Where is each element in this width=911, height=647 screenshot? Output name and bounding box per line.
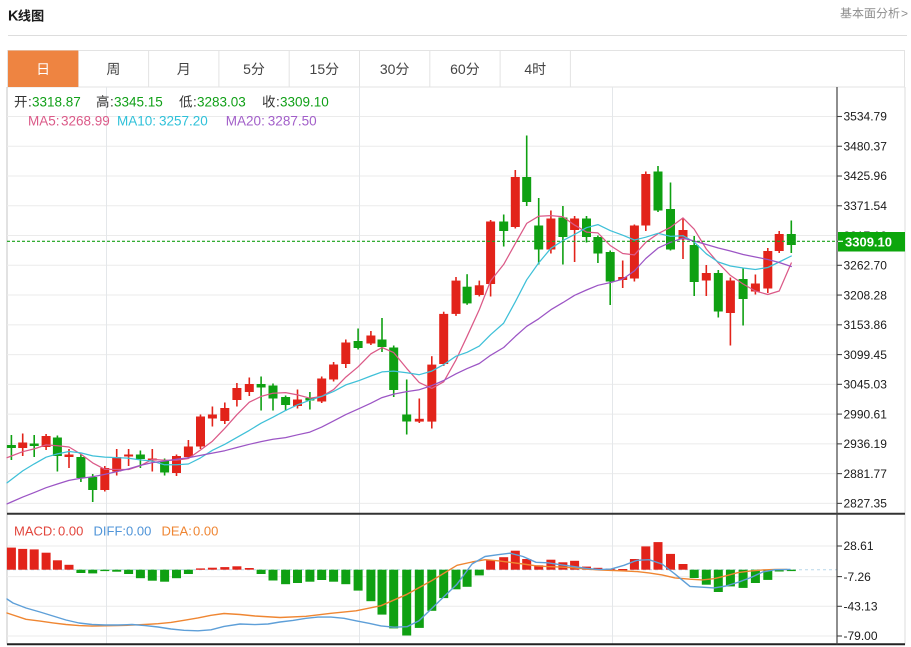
svg-text:MACD:: MACD:: [14, 524, 56, 539]
svg-text::: :: [193, 95, 197, 110]
svg-text:0.00: 0.00: [193, 524, 218, 539]
svg-text:2936.19: 2936.19: [844, 437, 888, 451]
svg-text:30: 30: [380, 61, 396, 77]
svg-text:4: 4: [524, 61, 532, 77]
svg-text:DEA:: DEA:: [162, 524, 192, 539]
svg-text:3208.28: 3208.28: [844, 288, 888, 302]
svg-text:MA10:: MA10:: [117, 114, 156, 129]
svg-text:3099.45: 3099.45: [844, 348, 888, 362]
svg-text:-7.26: -7.26: [844, 570, 872, 584]
svg-text:3283.03: 3283.03: [197, 95, 246, 110]
svg-text:3318.87: 3318.87: [32, 95, 81, 110]
svg-text:3371.54: 3371.54: [844, 199, 888, 213]
svg-text:60: 60: [450, 61, 466, 77]
svg-text::: :: [110, 95, 114, 110]
svg-text:2881.77: 2881.77: [844, 467, 888, 481]
svg-text:2990.61: 2990.61: [844, 407, 888, 421]
svg-text:DIFF:: DIFF:: [94, 524, 127, 539]
svg-text:3153.86: 3153.86: [844, 318, 888, 332]
svg-text:3262.70: 3262.70: [844, 259, 888, 273]
svg-text:3287.50: 3287.50: [268, 114, 317, 129]
svg-text:0.00: 0.00: [126, 524, 151, 539]
svg-text:3480.37: 3480.37: [844, 139, 888, 153]
svg-text:>: >: [901, 7, 908, 21]
svg-text:28.61: 28.61: [844, 539, 874, 553]
svg-text:5: 5: [243, 61, 251, 77]
svg-text:MA5:: MA5:: [28, 114, 60, 129]
svg-text:3534.79: 3534.79: [844, 110, 888, 124]
svg-text:3425.96: 3425.96: [844, 169, 888, 183]
svg-text:3309.10: 3309.10: [845, 234, 892, 249]
svg-text:-43.13: -43.13: [844, 600, 878, 614]
svg-text:3345.15: 3345.15: [114, 95, 163, 110]
svg-text::: :: [276, 95, 280, 110]
svg-text:-79.00: -79.00: [844, 629, 878, 643]
svg-text:2827.35: 2827.35: [844, 497, 888, 511]
svg-text:K: K: [8, 9, 19, 25]
svg-text:3257.20: 3257.20: [159, 114, 208, 129]
svg-text:3045.03: 3045.03: [844, 378, 888, 392]
svg-text:MA20:: MA20:: [226, 114, 265, 129]
svg-text:0.00: 0.00: [58, 524, 83, 539]
svg-text:15: 15: [310, 61, 326, 77]
svg-text:3309.10: 3309.10: [280, 95, 329, 110]
svg-text::: :: [28, 95, 32, 110]
svg-text:3268.99: 3268.99: [61, 114, 110, 129]
